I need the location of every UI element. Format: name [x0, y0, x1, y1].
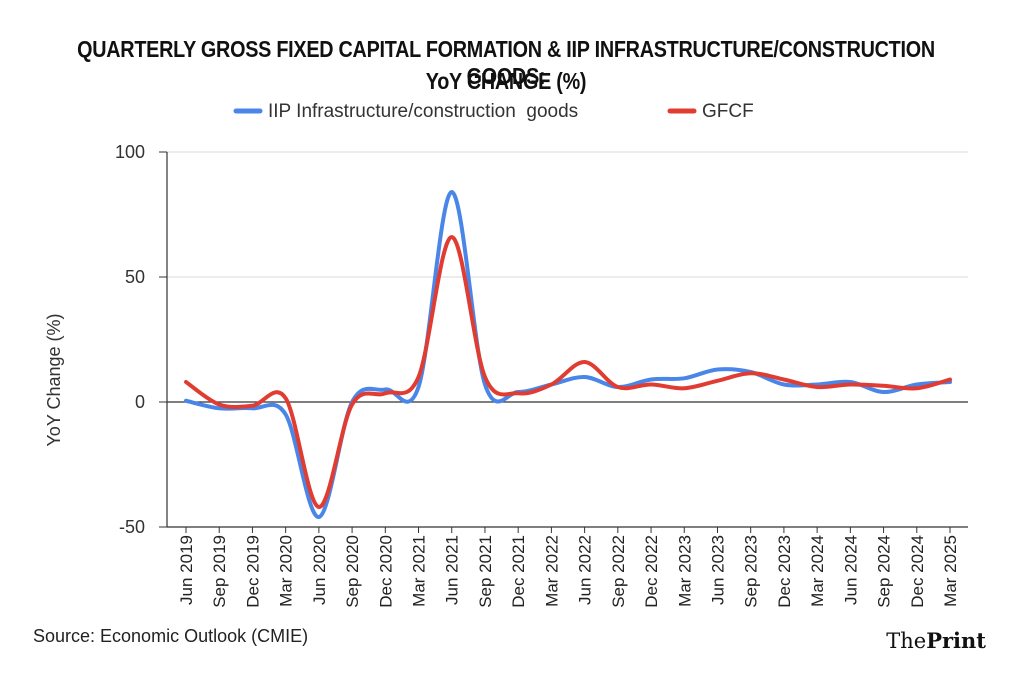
legend: IIP Infrastructure/construction goods GFC… [233, 101, 754, 122]
x-tick-label: Jun 2022 [576, 535, 595, 605]
source-note: Source: Economic Outlook (CMIE) [33, 626, 309, 646]
x-tick-label: Dec 2023 [775, 535, 794, 608]
x-tick-label: Jun 2021 [443, 535, 462, 605]
brand-logo: ThePrint [886, 628, 986, 653]
x-tick-label: Sep 2021 [476, 535, 495, 608]
x-tick-label: Dec 2020 [376, 535, 395, 608]
series-line-iip [184, 189, 952, 520]
series-lines [184, 189, 952, 520]
chart-title-line2: YoY CHANGE (%) [425, 68, 587, 94]
grid-lines [167, 151, 968, 528]
x-tick-label: Dec 2022 [642, 535, 661, 608]
chart-title-line1: QUARTERLY GROSS FIXED CAPITAL FORMATION … [77, 36, 935, 89]
y-tick-label: 100 [115, 142, 145, 162]
x-tick-label: Sep 2024 [875, 535, 894, 608]
x-tick-label: Sep 2019 [210, 535, 229, 608]
y-tick-label: 0 [135, 392, 145, 412]
x-tick-label: Mar 2023 [675, 535, 694, 607]
x-tick-label: Dec 2024 [908, 535, 927, 608]
x-tick-label: Mar 2020 [277, 535, 296, 607]
brand-prefix: The [886, 629, 927, 653]
x-tick-label: Sep 2020 [343, 535, 362, 608]
x-tick-label: Jun 2020 [310, 535, 329, 605]
legend-label: GFCF [702, 101, 754, 122]
x-tick-label: Jun 2024 [841, 535, 860, 605]
x-tick-label: Jun 2019 [177, 535, 196, 605]
x-tick-label: Dec 2021 [509, 535, 528, 608]
y-tick-label: 50 [125, 267, 145, 287]
axes: -50 0 50 100 Jun 2019 Sep 2019 Dec 2019 Mar 202… [115, 142, 968, 608]
x-tick-label: Sep 2022 [609, 535, 628, 608]
y-tick-label: -50 [119, 517, 145, 537]
series-line-gfcf [184, 235, 952, 509]
legend-label: IIP Infrastructure/construction goods [268, 101, 578, 122]
x-tick-label: Mar 2022 [542, 535, 561, 607]
x-tick-label: Mar 2025 [941, 535, 960, 607]
x-tick-label: Mar 2024 [808, 535, 827, 607]
y-axis-label: YoY Change (%) [44, 313, 64, 446]
x-tick-label: Sep 2023 [742, 535, 761, 608]
brand-suffix: Print [926, 628, 986, 653]
x-tick-label: Dec 2019 [243, 535, 262, 608]
x-tick-label: Mar 2021 [410, 535, 429, 607]
x-tick-label: Jun 2023 [708, 535, 727, 605]
